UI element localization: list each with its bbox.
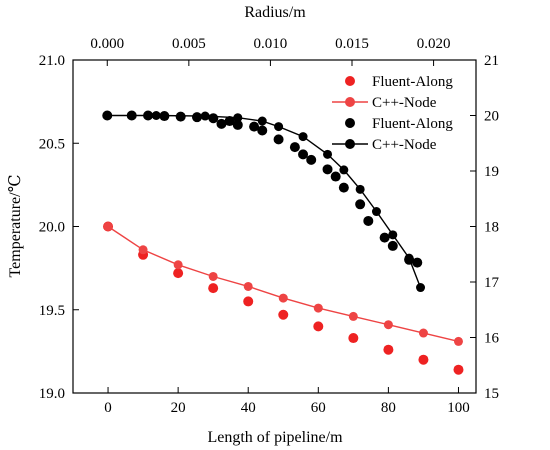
x-bottom-tick-label: 100	[447, 400, 470, 416]
y-right-tick-label: 21	[484, 53, 499, 69]
x-top-tick-label: 0.020	[417, 36, 451, 52]
series-line-marker	[200, 111, 210, 121]
legend-label: Fluent-Along	[372, 116, 453, 132]
legend-label: C++-Node	[372, 95, 437, 111]
y-right-tick-label: 18	[484, 220, 499, 236]
series-point	[322, 164, 333, 175]
series-line-marker	[416, 283, 426, 293]
series-line-marker	[388, 230, 398, 240]
y-right-tick-label: 15	[484, 386, 499, 402]
series-1-group	[103, 222, 463, 346]
series-point	[243, 296, 254, 307]
series-point	[208, 283, 219, 294]
series-point	[418, 354, 429, 365]
series-point	[216, 118, 227, 129]
series-0-group	[103, 221, 464, 375]
series-point	[363, 215, 374, 226]
series-point	[257, 125, 268, 136]
y-left-tick-label: 19.5	[39, 303, 65, 319]
series-point	[249, 121, 260, 132]
series-line-marker	[208, 271, 218, 281]
x-bottom-tick-label: 0	[104, 400, 112, 416]
x-bottom-tick-label: 40	[241, 400, 256, 416]
series-point	[330, 171, 341, 182]
series-point	[338, 182, 349, 193]
series-point	[383, 344, 394, 355]
series-line-marker	[103, 222, 113, 231]
series-3-group	[102, 111, 426, 293]
x-bottom-tick-label: 60	[311, 400, 326, 416]
legend-label: C++-Node	[372, 137, 437, 153]
series-point	[232, 119, 243, 130]
y-left-tick-label: 21.0	[39, 53, 65, 69]
series-point	[355, 199, 366, 210]
legend-marker	[345, 139, 355, 149]
series-line	[107, 114, 422, 288]
series-line-marker	[138, 245, 148, 255]
series-line-marker	[404, 253, 414, 263]
series-line-marker	[233, 113, 243, 123]
series-point	[192, 112, 202, 123]
legend-marker	[345, 76, 355, 86]
series-point	[313, 321, 324, 332]
legend: Fluent-Along C++-Node Fluent-Along C++-Node	[332, 74, 453, 153]
legend-label: Fluent-Along	[372, 74, 453, 90]
series-point	[273, 134, 284, 145]
x-top-tick-label: 0.010	[254, 36, 288, 52]
x-top-tick-label: 0.005	[172, 36, 206, 52]
series-2-group	[102, 110, 423, 268]
x-top-tick-label: 0.015	[335, 36, 369, 52]
series-point	[379, 232, 390, 243]
series-line-marker	[173, 260, 183, 270]
series-line-marker	[418, 328, 428, 338]
x-bottom-tick-label: 80	[381, 400, 396, 416]
y-right-tick-label: 19	[484, 164, 499, 180]
series-point	[224, 116, 235, 127]
series-line-marker	[323, 149, 333, 159]
legend-marker	[345, 118, 355, 128]
y-left-tick-label: 19.0	[39, 386, 65, 402]
x-top-tick-label: 0.000	[90, 36, 124, 52]
series-line-marker	[151, 111, 161, 120]
series-line-marker	[348, 311, 358, 321]
y-right-tick-label: 17	[484, 275, 500, 291]
series-line-marker	[243, 281, 253, 291]
y-right-tick-label: 20	[484, 109, 499, 125]
series-line-marker	[339, 165, 349, 175]
y-right-tick-label: 16	[484, 331, 500, 347]
series-point	[387, 240, 398, 251]
series-point	[289, 142, 300, 153]
series-point	[306, 154, 317, 165]
series-line	[107, 225, 459, 343]
series-point	[453, 364, 464, 375]
series-point	[208, 113, 219, 124]
series-point	[298, 149, 309, 160]
series-point	[173, 268, 184, 279]
series-line-marker	[383, 320, 393, 330]
legend-marker	[345, 97, 355, 107]
y-left-axis-title: Temperature/℃	[7, 175, 24, 278]
series-line-marker	[371, 207, 381, 217]
series-line-marker	[313, 303, 323, 313]
y-left-tick-label: 20.0	[39, 220, 65, 236]
series-point	[278, 309, 289, 320]
y-left-tick-label: 20.5	[39, 136, 65, 152]
series-line-marker	[257, 116, 267, 126]
series-point	[175, 111, 186, 122]
series-point	[348, 333, 359, 344]
x-top-axis-title: Radius/m	[244, 4, 306, 21]
ticks-layer: 0 20 40 60 80 100 0.000 0.005 0.010 0.015 0.020 19.…	[39, 36, 500, 416]
x-bottom-axis-title: Length of pipeline/m	[207, 429, 343, 446]
series-line-marker	[274, 122, 284, 132]
series-line-marker	[355, 184, 365, 194]
series-point	[412, 257, 423, 268]
series-line-marker	[453, 336, 463, 346]
marks-layer	[102, 110, 464, 375]
series-line-marker	[278, 293, 288, 303]
series-line-marker	[102, 111, 112, 120]
series-line-marker	[298, 132, 308, 142]
x-bottom-tick-label: 20	[171, 400, 186, 416]
